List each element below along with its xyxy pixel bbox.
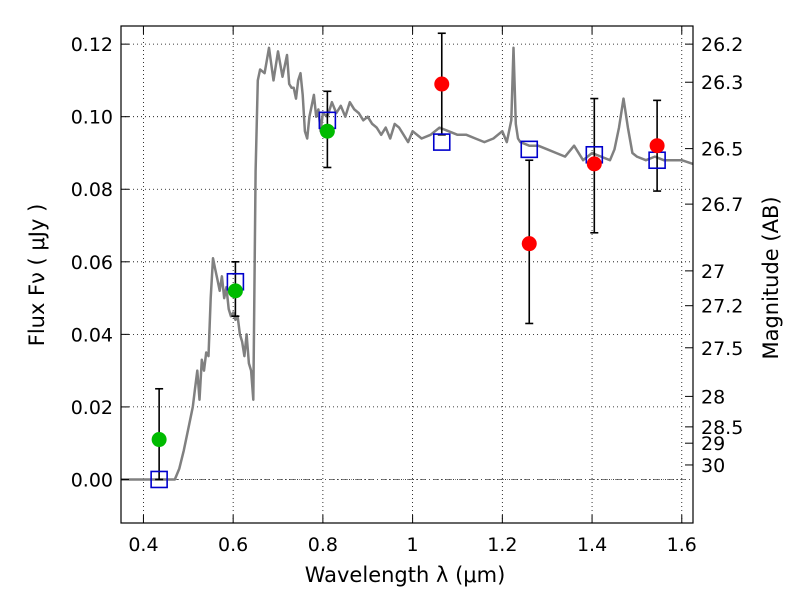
errorbar-layer [155, 32, 662, 481]
photometry-point-red [434, 76, 450, 92]
y2-axis-label: Magnitude (AB) [759, 196, 783, 359]
magnitude-tick-label: 27.2 [701, 296, 743, 318]
magnitude-tick-label: 30 [701, 455, 725, 477]
model-spectrum-layer [121, 46, 693, 481]
model-flux-square [432, 133, 451, 151]
magnitude-tick-label: 26.5 [701, 139, 743, 161]
x-tick-label: 0.4 [128, 534, 158, 556]
y-tick-label: 0.00 [71, 469, 113, 491]
y-tick-label: 0.08 [71, 179, 113, 201]
x-tick-label: 1.2 [487, 534, 517, 556]
magnitude-tick-label: 29 [701, 433, 725, 455]
magnitude-tick-label: 28 [701, 386, 725, 408]
point-marker-layer [151, 76, 665, 448]
model-spectrum-line [121, 46, 693, 481]
x-tick-label: 0.8 [308, 534, 338, 556]
magnitude-tick-label: 27 [701, 261, 725, 283]
axes-layer [120, 25, 694, 524]
photometry-point-red [586, 156, 602, 172]
magnitude-tick-label: 26.2 [701, 34, 743, 56]
photometry-point-red [649, 138, 665, 154]
model-flux-square [150, 470, 168, 489]
y-tick-label: 0.06 [71, 252, 113, 274]
magnitude-tick-label: 26.3 [701, 72, 743, 94]
y-tick-label: 0.04 [71, 324, 113, 346]
tick-label-layer: 0.4 0.6 0.8 1 1.2 1.4 1.6 0.00 0.02 0.04 0.06 0.08 0… [71, 34, 744, 556]
y-tick-label: 0.02 [71, 397, 113, 419]
magnitude-tick-label: 26.7 [701, 194, 743, 216]
magnitude-tick-label: 28.5 [701, 417, 743, 439]
y-tick-label: 0.10 [71, 107, 113, 129]
x-axis-label: Wavelength λ (μm) [305, 563, 506, 587]
x-tick-label: 1.4 [577, 534, 607, 556]
model-flux-square [520, 140, 539, 159]
y-tick-label: 0.12 [71, 34, 113, 56]
photometry-point-green [227, 283, 243, 299]
magnitude-tick-label: 27.5 [701, 338, 743, 360]
photometry-point-green [151, 432, 167, 448]
photometry-point-red [521, 236, 537, 252]
grid-layer [121, 26, 693, 523]
y-axis-label: Flux Fν ( μJy ) [25, 204, 49, 347]
x-tick-label: 0.6 [218, 534, 248, 556]
x-tick-label: 1.6 [667, 534, 697, 556]
photometry-point-green [319, 123, 335, 139]
plot-frame [120, 25, 694, 524]
plot-clip-group [121, 46, 693, 481]
x-tick-label: 1 [407, 534, 419, 556]
